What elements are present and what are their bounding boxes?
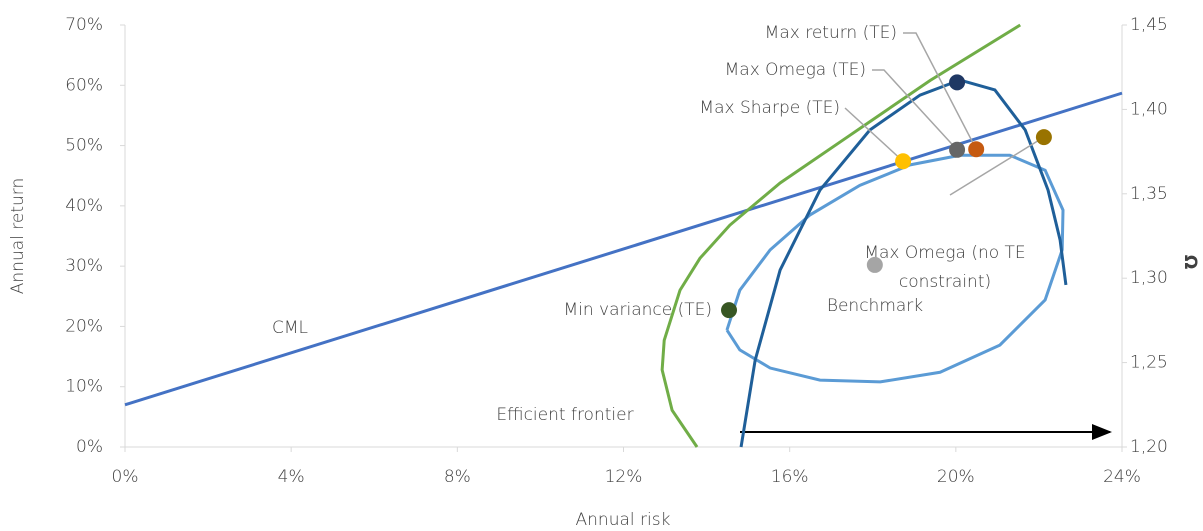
x-tick-label: 16%: [771, 467, 809, 487]
y-tick-label: 0%: [76, 437, 103, 457]
point: [895, 153, 912, 170]
y2-tick-label: 1,20: [1130, 437, 1168, 457]
point-label: Max Omega (no TE: [864, 243, 1025, 263]
point-label: Benchmark: [827, 296, 923, 316]
x-tick-label: 0%: [112, 467, 139, 487]
x-tick-label: 12%: [605, 467, 643, 487]
annotation: Efficient frontier: [496, 405, 633, 425]
leader-line: [903, 32, 977, 150]
series-line: [739, 78, 1068, 448]
y-tick-label: 40%: [65, 196, 103, 216]
y-axis-title: Annual return: [8, 178, 28, 294]
y-tick-label: 20%: [65, 316, 103, 336]
y-tick-label: 60%: [65, 75, 103, 95]
leader-line: [872, 69, 958, 151]
series-line: [660, 23, 1022, 448]
point-label: constraint): [899, 272, 991, 292]
y-tick-label: 10%: [65, 377, 103, 397]
point-label: Min variance (TE): [563, 300, 712, 320]
y2-tick-label: 1,40: [1130, 99, 1168, 119]
leader-line: [844, 107, 904, 162]
y2-tick-label: 1,30: [1130, 268, 1168, 288]
x-tick-label: 24%: [1103, 467, 1141, 487]
point-label: Max return (TE): [765, 23, 897, 43]
y2-tick-label: 1,35: [1130, 184, 1168, 204]
x-tick-label: 4%: [278, 467, 305, 487]
annotation: CML: [272, 318, 308, 338]
point: [1035, 129, 1052, 146]
x-axis-title: Annual risk: [576, 510, 671, 530]
point: [721, 302, 738, 319]
y-tick-label: 50%: [65, 136, 103, 156]
y2-tick-label: 1,25: [1130, 353, 1168, 373]
x-tick-label: 8%: [444, 467, 471, 487]
series-line: [725, 153, 1065, 384]
point-label: Max Sharpe (TE): [699, 98, 840, 118]
point-label: Max Omega (TE): [725, 60, 866, 80]
y2-tick-label: 1,45: [1130, 15, 1168, 35]
point: [949, 141, 966, 158]
leader-line: [949, 136, 1045, 196]
y-tick-label: 30%: [65, 256, 103, 276]
point: [949, 74, 966, 91]
y2-axis-title: Ω: [1180, 255, 1200, 269]
point: [866, 256, 883, 273]
point: [968, 141, 985, 158]
x-tick-label: 20%: [937, 467, 975, 487]
y-tick-label: 70%: [65, 15, 103, 35]
